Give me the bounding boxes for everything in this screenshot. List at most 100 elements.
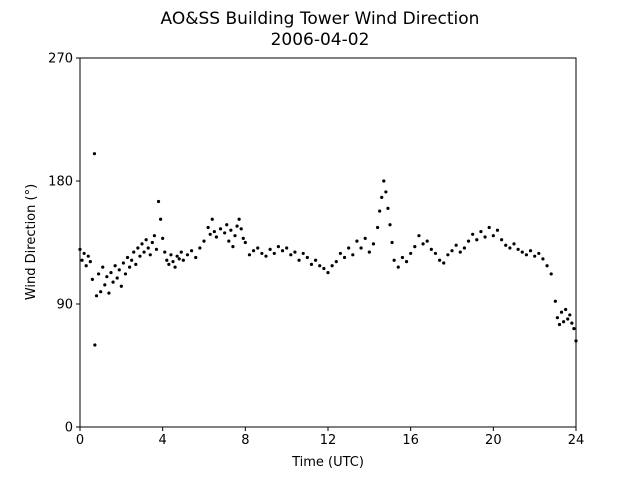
data-point	[520, 250, 524, 254]
data-point	[376, 225, 380, 230]
data-point	[154, 247, 159, 251]
data-point	[475, 238, 479, 242]
data-point	[559, 310, 564, 314]
data-point	[99, 290, 103, 294]
data-point	[318, 264, 322, 268]
data-point	[479, 229, 483, 234]
data-point	[210, 217, 214, 221]
x-axis-label: Time (UTC)	[291, 455, 364, 470]
data-point	[223, 231, 227, 235]
data-point	[119, 284, 123, 288]
data-point	[390, 240, 394, 245]
x-tick-label: 24	[568, 433, 585, 448]
data-point	[562, 320, 566, 324]
data-point	[285, 246, 289, 250]
data-point	[117, 268, 121, 272]
data-point	[233, 234, 237, 238]
data-point	[400, 255, 404, 260]
data-point	[330, 264, 334, 268]
data-point	[243, 240, 247, 245]
data-point	[338, 251, 342, 256]
data-point	[386, 206, 390, 210]
data-point	[347, 246, 351, 250]
data-point	[152, 234, 156, 238]
data-point	[280, 249, 285, 253]
data-point	[185, 253, 190, 257]
data-point	[161, 236, 165, 240]
data-point	[566, 317, 570, 321]
data-point	[276, 245, 280, 249]
data-point	[150, 240, 154, 245]
x-tick-label: 16	[402, 433, 419, 448]
data-point	[173, 265, 177, 269]
data-point	[557, 322, 562, 327]
data-point	[516, 247, 520, 251]
data-point	[272, 251, 276, 256]
data-point	[450, 249, 454, 253]
data-point	[80, 258, 84, 262]
data-point	[225, 223, 229, 227]
data-point	[175, 254, 179, 258]
data-point	[111, 280, 115, 284]
data-point	[425, 239, 429, 243]
data-point	[301, 251, 305, 256]
data-point	[500, 238, 504, 242]
data-point	[235, 224, 239, 228]
data-point	[574, 339, 578, 343]
data-point	[163, 250, 167, 254]
data-point	[130, 258, 134, 262]
data-point	[396, 265, 400, 269]
data-point	[82, 251, 86, 256]
data-point	[208, 232, 212, 236]
data-point	[471, 232, 475, 236]
data-point	[454, 243, 458, 247]
data-point	[247, 253, 252, 257]
data-point	[363, 236, 367, 240]
data-point	[568, 313, 572, 317]
data-point	[212, 229, 216, 234]
data-point	[134, 262, 138, 266]
y-axis-label: Wind Direction (°)	[24, 184, 39, 300]
data-point	[409, 251, 413, 256]
data-point	[214, 235, 218, 239]
data-point	[239, 227, 243, 231]
data-point	[227, 239, 231, 243]
data-point	[355, 239, 359, 243]
data-point	[334, 260, 338, 264]
data-point	[305, 255, 309, 260]
data-point	[413, 245, 417, 249]
data-point	[121, 261, 125, 265]
data-point	[322, 266, 326, 271]
data-point	[198, 246, 202, 250]
data-point	[156, 199, 161, 204]
data-point	[92, 152, 97, 156]
data-point	[545, 264, 549, 268]
data-point	[508, 246, 512, 250]
data-point	[417, 234, 421, 238]
data-point	[504, 243, 508, 247]
data-point	[429, 247, 433, 251]
data-point	[241, 236, 245, 240]
data-point	[206, 225, 210, 230]
y-tick-label: 270	[48, 52, 73, 67]
data-point	[314, 258, 318, 262]
data-point	[165, 258, 169, 262]
data-point	[351, 253, 355, 257]
data-point	[260, 251, 264, 256]
data-point	[94, 294, 99, 298]
data-point	[553, 299, 557, 303]
data-point	[252, 249, 256, 253]
data-point	[487, 225, 491, 230]
data-point	[384, 190, 388, 194]
data-point	[113, 264, 117, 268]
data-point	[495, 228, 500, 232]
data-point	[237, 217, 241, 221]
data-point	[367, 250, 371, 254]
data-point	[537, 251, 541, 256]
data-point	[105, 275, 109, 279]
data-point	[458, 250, 462, 254]
data-point	[84, 264, 88, 268]
data-point	[167, 262, 171, 266]
data-point	[382, 179, 386, 183]
